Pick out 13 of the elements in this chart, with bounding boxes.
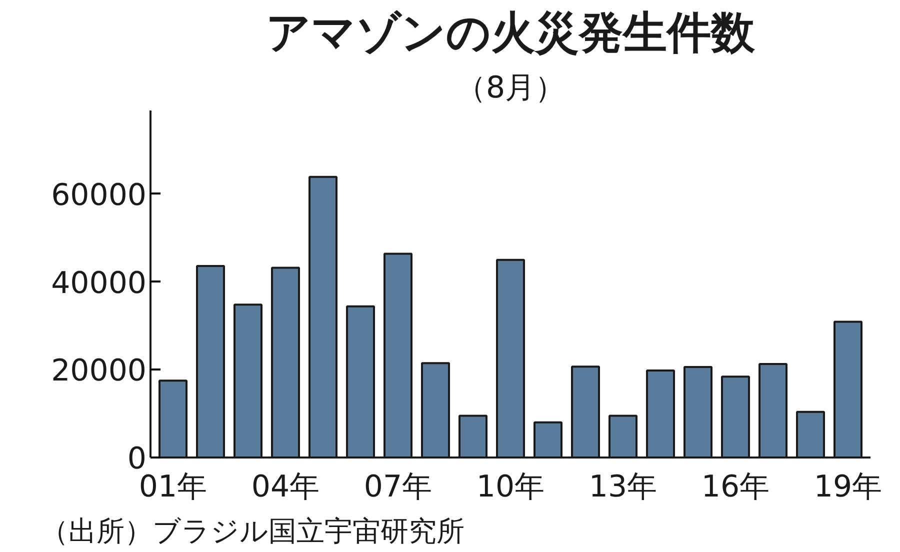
y-tick-label: 40000 bbox=[51, 266, 147, 301]
y-tick-label: 60000 bbox=[51, 178, 147, 213]
x-tick-label: 01年 bbox=[138, 470, 208, 504]
x-tick-label: 19年 bbox=[814, 470, 882, 504]
y-tick-label: 20000 bbox=[51, 354, 147, 389]
chart-subtitle: （8月） bbox=[456, 70, 566, 106]
x-tick-label: 16年 bbox=[701, 470, 770, 504]
x-tick-label: 13年 bbox=[588, 470, 658, 504]
chart-title: アマゾンの火災発生件数 bbox=[266, 8, 756, 58]
text: （出所）ブラジル国立宇宙研究所 bbox=[40, 514, 464, 548]
x-tick-label: 10年 bbox=[476, 470, 545, 504]
x-tick-label: 07年 bbox=[364, 470, 432, 504]
x-tick-label: 04年 bbox=[251, 470, 320, 504]
